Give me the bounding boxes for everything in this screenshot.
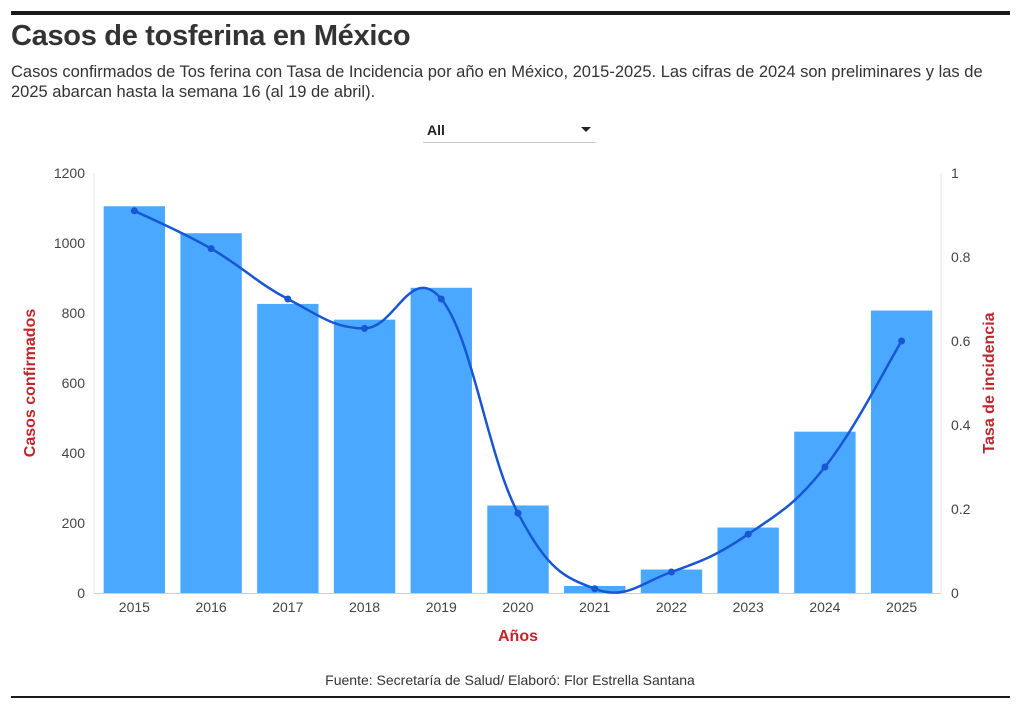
bar (717, 527, 779, 593)
incidence-point (667, 568, 675, 576)
y2-tick-label: 0.2 (951, 501, 971, 517)
bar (640, 569, 703, 593)
x-tick-label: 2021 (579, 599, 610, 615)
bar (103, 206, 166, 593)
incidence-point (591, 585, 599, 593)
incidence-point (437, 295, 445, 303)
x-tick-label: 2024 (809, 599, 840, 615)
bar (257, 303, 319, 593)
chevron-down-icon (581, 127, 591, 132)
x-tick-label: 2016 (196, 599, 227, 615)
incidence-point (898, 337, 906, 345)
y-tick-label: 800 (62, 305, 86, 321)
top-rule (11, 11, 1010, 15)
dropdown-selected-value: All (427, 122, 445, 138)
incidence-point (744, 530, 752, 538)
y2-tick-label: 0 (951, 585, 959, 601)
bar (410, 287, 472, 593)
incidence-point (130, 207, 138, 215)
x-tick-label: 2020 (502, 599, 533, 615)
y2-axis-title: Tasa de incidencia (981, 312, 998, 453)
y-axis-title: Casos confirmados (22, 309, 39, 458)
y-tick-label: 0 (77, 585, 85, 601)
y2-tick-label: 0.4 (951, 417, 971, 433)
y-tick-label: 600 (62, 375, 86, 391)
incidence-point (514, 509, 522, 517)
x-tick-label: 2015 (119, 599, 150, 615)
y-tick-label: 1000 (54, 235, 85, 251)
bottom-rule (11, 696, 1010, 698)
y2-tick-label: 0.6 (951, 333, 971, 349)
chart-title: Casos de tosferina en México (11, 20, 411, 52)
x-tick-label: 2019 (426, 599, 457, 615)
bar (794, 431, 856, 593)
x-tick-label: 2023 (733, 599, 764, 615)
year-filter-dropdown[interactable]: All (423, 118, 596, 143)
y2-tick-label: 1 (951, 165, 959, 181)
x-tick-label: 2022 (656, 599, 687, 615)
chart-subtitle: Casos confirmados de Tos ferina con Tasa… (11, 63, 983, 101)
incidence-point (361, 324, 369, 332)
bar (870, 310, 933, 593)
incidence-point (207, 245, 215, 253)
source-note: Fuente: Secretaría de Salud/ Elaboró: Fl… (325, 672, 695, 688)
x-axis-title: Años (498, 628, 538, 645)
x-tick-label: 2025 (886, 599, 917, 615)
y-tick-label: 1200 (54, 165, 85, 181)
bar (333, 319, 396, 593)
y2-tick-label: 0.8 (951, 249, 971, 265)
x-tick-label: 2018 (349, 599, 380, 615)
x-tick-label: 2017 (272, 599, 303, 615)
y-tick-label: 400 (62, 445, 86, 461)
bar (180, 233, 242, 593)
incidence-point (284, 295, 292, 303)
y-tick-label: 200 (62, 515, 86, 531)
incidence-line (133, 209, 903, 594)
incidence-point (821, 463, 829, 471)
